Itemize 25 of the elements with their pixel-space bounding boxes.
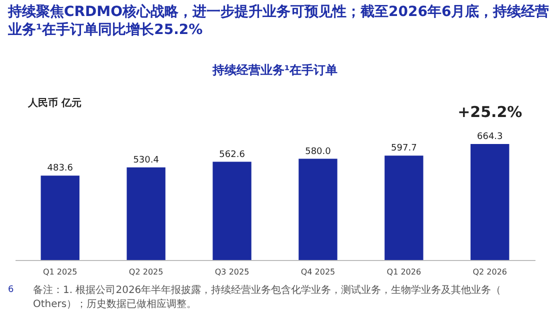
x-tick-label: Q4 2025 <box>300 268 336 276</box>
bar <box>384 156 424 260</box>
x-tick-label: Q1 2025 <box>42 268 78 276</box>
text: 持续聚焦CRDMO核心战略，进一步提升业务可预见性；截至2026年6月底，持续经营 <box>8 4 550 20</box>
text: 业务¹在手订单同比增长25.2% <box>8 22 203 38</box>
data-label: 562.6 <box>219 150 246 160</box>
data-label: 530.4 <box>133 155 160 166</box>
data-label: 483.6 <box>47 164 74 174</box>
x-tick-label: Q2 2025 <box>128 268 164 276</box>
data-label: 664.3 <box>476 132 503 142</box>
annotation: +25.2% <box>458 103 522 122</box>
y-axis-title: 人民币 亿元 <box>27 97 82 109</box>
bar <box>470 144 510 260</box>
text: 6 <box>8 285 14 295</box>
x-tick-label: Q2 2026 <box>472 268 508 276</box>
chart-subtitle: 持续经营业务¹在手订单 <box>211 63 338 77</box>
bar <box>40 176 80 260</box>
data-label: 580.0 <box>305 146 332 157</box>
data-label: 597.7 <box>391 144 417 154</box>
bar <box>298 158 338 260</box>
x-tick-label: Q3 2025 <box>214 268 250 276</box>
bar <box>212 162 252 260</box>
x-tick-label: Q1 2026 <box>386 268 422 276</box>
bar <box>126 167 166 260</box>
text: 备注：1. 根据公司2026年半年报披露，持续经营业务包含化学业务，测试业务，生物学业务及其他业务（Others）；历史数据已做相应调整。 <box>33 284 502 309</box>
